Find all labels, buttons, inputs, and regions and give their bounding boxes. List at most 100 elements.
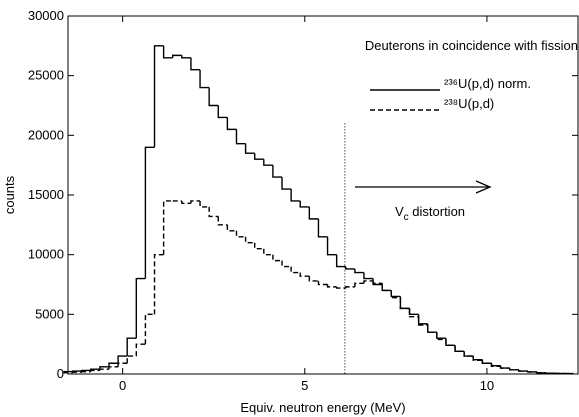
histogram-step bbox=[299, 200, 310, 208]
histogram-step bbox=[317, 218, 328, 238]
histogram-step bbox=[536, 371, 547, 374]
histogram-step bbox=[363, 272, 374, 280]
legend-label: ²³⁸U(p,d) bbox=[444, 96, 494, 111]
histogram-step bbox=[527, 371, 538, 373]
y-tick-label: 15000 bbox=[28, 187, 64, 202]
histogram-step bbox=[226, 224, 237, 232]
histogram-step bbox=[162, 200, 173, 255]
y-tick-label: 5000 bbox=[35, 306, 64, 321]
histogram-step bbox=[381, 284, 392, 292]
histogram-step bbox=[162, 45, 173, 59]
histogram-step bbox=[244, 236, 255, 244]
histogram-step bbox=[281, 177, 292, 190]
histogram-step bbox=[317, 280, 328, 286]
y-tick-label: 10000 bbox=[28, 247, 64, 262]
histogram-step bbox=[144, 313, 155, 345]
histogram-step bbox=[499, 366, 510, 369]
histogram-step bbox=[144, 146, 155, 279]
histogram-step bbox=[235, 129, 246, 145]
histogram-step bbox=[208, 87, 219, 107]
plot-frame bbox=[67, 15, 579, 375]
histogram-step bbox=[217, 216, 228, 226]
histogram-step bbox=[472, 356, 483, 361]
histogram-step bbox=[490, 363, 501, 367]
histogram-step bbox=[199, 69, 210, 89]
arrow-head bbox=[475, 180, 492, 194]
histogram-step bbox=[308, 276, 319, 282]
y-tick-label: 0 bbox=[57, 366, 64, 381]
histogram-step bbox=[481, 360, 492, 364]
histogram-step bbox=[126, 337, 137, 357]
annotation-rest: distortion bbox=[409, 204, 465, 219]
histogram-step bbox=[299, 272, 310, 277]
histogram-step bbox=[354, 268, 364, 274]
histogram-step bbox=[454, 345, 465, 353]
histogram-step bbox=[436, 332, 446, 339]
histogram-step bbox=[71, 371, 82, 373]
histogram-step bbox=[71, 370, 82, 372]
histogram-step bbox=[80, 369, 91, 372]
histogram-step bbox=[272, 165, 283, 178]
histogram-step bbox=[363, 280, 374, 284]
histogram-step bbox=[326, 236, 337, 256]
histogram-step bbox=[99, 366, 109, 370]
histogram-step bbox=[208, 206, 219, 218]
histogram-step bbox=[217, 105, 228, 119]
histogram-step bbox=[117, 362, 128, 367]
histogram-step bbox=[281, 260, 292, 268]
histogram-step bbox=[117, 355, 128, 364]
histogram-step bbox=[190, 57, 201, 71]
x-axis-label: Equiv. neutron energy (MeV) bbox=[240, 400, 405, 415]
y-tick-label: 20000 bbox=[28, 127, 64, 142]
histogram-step bbox=[263, 248, 273, 256]
histogram-step bbox=[335, 286, 346, 289]
x-tick-label: 5 bbox=[301, 378, 308, 393]
histogram-step bbox=[226, 117, 237, 131]
histogram-step bbox=[454, 345, 465, 353]
histogram-step bbox=[427, 325, 437, 333]
histogram-step bbox=[235, 230, 246, 238]
histogram-step bbox=[417, 316, 428, 326]
histogram-step bbox=[181, 200, 191, 205]
histogram-step bbox=[390, 290, 401, 299]
histogram-step bbox=[427, 323, 437, 333]
histogram-step bbox=[99, 368, 109, 371]
histogram-step bbox=[354, 282, 364, 287]
histogram-step bbox=[408, 308, 419, 316]
annotation-text: Vc distortion bbox=[395, 204, 465, 223]
histogram-step bbox=[126, 355, 137, 364]
histogram-step bbox=[381, 283, 392, 292]
histogram-step bbox=[408, 308, 419, 318]
y-axis-label: counts bbox=[2, 175, 17, 214]
annotation-base: V bbox=[395, 204, 404, 219]
histogram-step bbox=[390, 290, 401, 298]
histogram-step bbox=[80, 370, 91, 373]
histogram-step bbox=[253, 242, 264, 250]
histogram-step bbox=[463, 351, 474, 357]
annotation: Vc distortion bbox=[355, 180, 492, 223]
histogram-step bbox=[181, 55, 191, 59]
histogram-step bbox=[399, 296, 410, 310]
histogram-step bbox=[290, 189, 301, 202]
chart-title: Deuterons in coincidence with fission bbox=[365, 38, 578, 53]
histogram-step bbox=[308, 206, 319, 220]
histogram-step bbox=[90, 369, 100, 372]
histogram-step bbox=[190, 200, 201, 204]
histogram-step bbox=[445, 339, 456, 347]
histogram-step bbox=[153, 253, 164, 315]
histogram-step bbox=[244, 143, 255, 154]
histogram-step bbox=[253, 153, 264, 160]
histogram-step bbox=[290, 266, 301, 274]
histogram-step bbox=[445, 338, 456, 347]
histogram-step bbox=[172, 54, 182, 58]
histogram-step bbox=[199, 200, 210, 208]
histogram-step bbox=[335, 254, 346, 268]
y-tick-label: 30000 bbox=[28, 8, 64, 23]
histogram-step bbox=[272, 254, 283, 262]
annotation-sub: c bbox=[404, 212, 409, 223]
histogram-step bbox=[508, 368, 519, 371]
x-tick-label: 10 bbox=[480, 378, 494, 393]
histogram-step bbox=[472, 356, 483, 361]
